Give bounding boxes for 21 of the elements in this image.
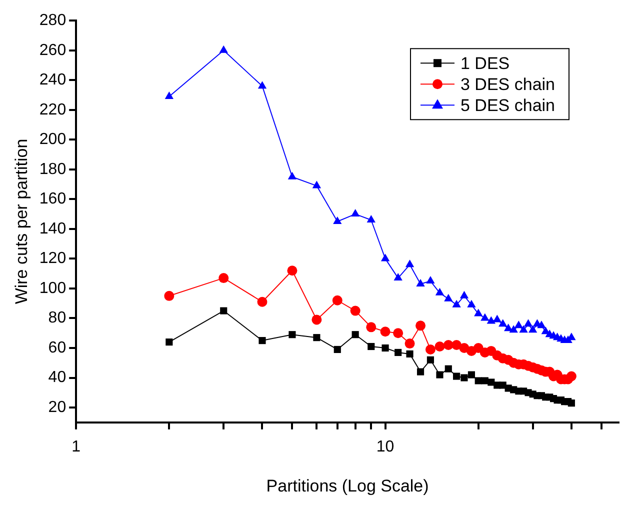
y-tick-label: 200 [39, 131, 66, 148]
x-tick-label: 1 [72, 438, 81, 456]
y-tick-label: 20 [48, 398, 66, 416]
y-axis-title: Wire cuts per partition [12, 138, 31, 304]
x-axis-title: Partitions (Log Scale) [266, 476, 429, 496]
y-tick-label: 260 [39, 42, 66, 59]
y-tick-label: 160 [39, 190, 66, 208]
y-tick-label: 280 [39, 12, 66, 30]
y-tick-label: 80 [48, 310, 66, 327]
y-tick-label: 140 [39, 220, 66, 238]
y-tick-label: 240 [39, 72, 66, 89]
y-tick-label: 60 [48, 339, 66, 356]
y-tick-label: 220 [39, 101, 66, 118]
legend-label: 5 DES chain [460, 96, 556, 115]
y-tick-label: 100 [39, 280, 66, 297]
x-tick-label: 10 [376, 438, 394, 456]
y-tick-label: 120 [39, 250, 66, 268]
y-tick-label: 180 [39, 160, 66, 178]
legend-label: 3 DES chain [460, 74, 556, 94]
y-tick-label: 40 [48, 369, 66, 386]
legend-label: 1 DES [460, 54, 510, 73]
